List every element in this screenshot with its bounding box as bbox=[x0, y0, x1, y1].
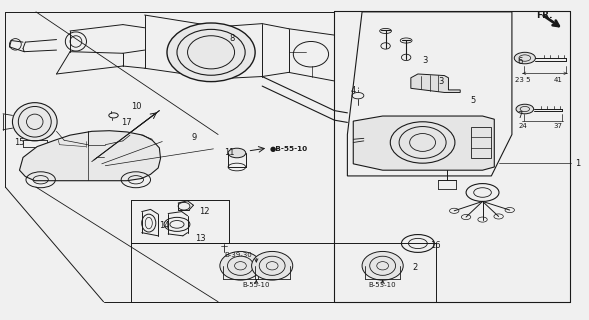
Polygon shape bbox=[19, 131, 161, 181]
Text: 3: 3 bbox=[422, 56, 428, 65]
Text: 8: 8 bbox=[230, 35, 235, 44]
Text: 9: 9 bbox=[191, 132, 197, 141]
Text: 41: 41 bbox=[553, 77, 562, 83]
Text: FR.: FR. bbox=[537, 11, 553, 20]
Ellipse shape bbox=[228, 148, 246, 158]
Polygon shape bbox=[353, 116, 494, 170]
Text: 4: 4 bbox=[350, 86, 356, 95]
Text: 14: 14 bbox=[160, 221, 170, 230]
Bar bbox=[471, 126, 491, 158]
Polygon shape bbox=[411, 74, 460, 92]
Text: 17: 17 bbox=[121, 118, 132, 127]
Ellipse shape bbox=[362, 252, 403, 280]
Text: 24: 24 bbox=[518, 123, 527, 129]
Text: 11: 11 bbox=[224, 148, 234, 157]
Text: 15: 15 bbox=[14, 138, 25, 147]
Text: 37: 37 bbox=[553, 123, 562, 129]
Text: B-39-30: B-39-30 bbox=[225, 252, 253, 258]
Text: 23 5: 23 5 bbox=[515, 77, 530, 83]
Text: 16: 16 bbox=[429, 241, 440, 250]
Ellipse shape bbox=[12, 103, 57, 141]
Text: 3: 3 bbox=[438, 77, 444, 86]
Text: 1: 1 bbox=[575, 159, 581, 168]
Text: B-53-10: B-53-10 bbox=[369, 282, 396, 288]
Ellipse shape bbox=[252, 252, 293, 280]
Ellipse shape bbox=[167, 23, 255, 82]
Circle shape bbox=[516, 104, 534, 114]
Ellipse shape bbox=[220, 252, 261, 280]
Text: 13: 13 bbox=[194, 234, 205, 243]
Text: 12: 12 bbox=[199, 207, 210, 216]
Text: 5: 5 bbox=[471, 96, 476, 105]
Circle shape bbox=[514, 52, 535, 64]
Text: ●B-55-10: ●B-55-10 bbox=[270, 146, 308, 152]
Text: 7: 7 bbox=[518, 111, 523, 120]
Text: 6: 6 bbox=[518, 57, 523, 66]
Text: 2: 2 bbox=[412, 263, 417, 272]
Text: 10: 10 bbox=[131, 102, 141, 111]
Text: B-55-10: B-55-10 bbox=[243, 282, 270, 288]
